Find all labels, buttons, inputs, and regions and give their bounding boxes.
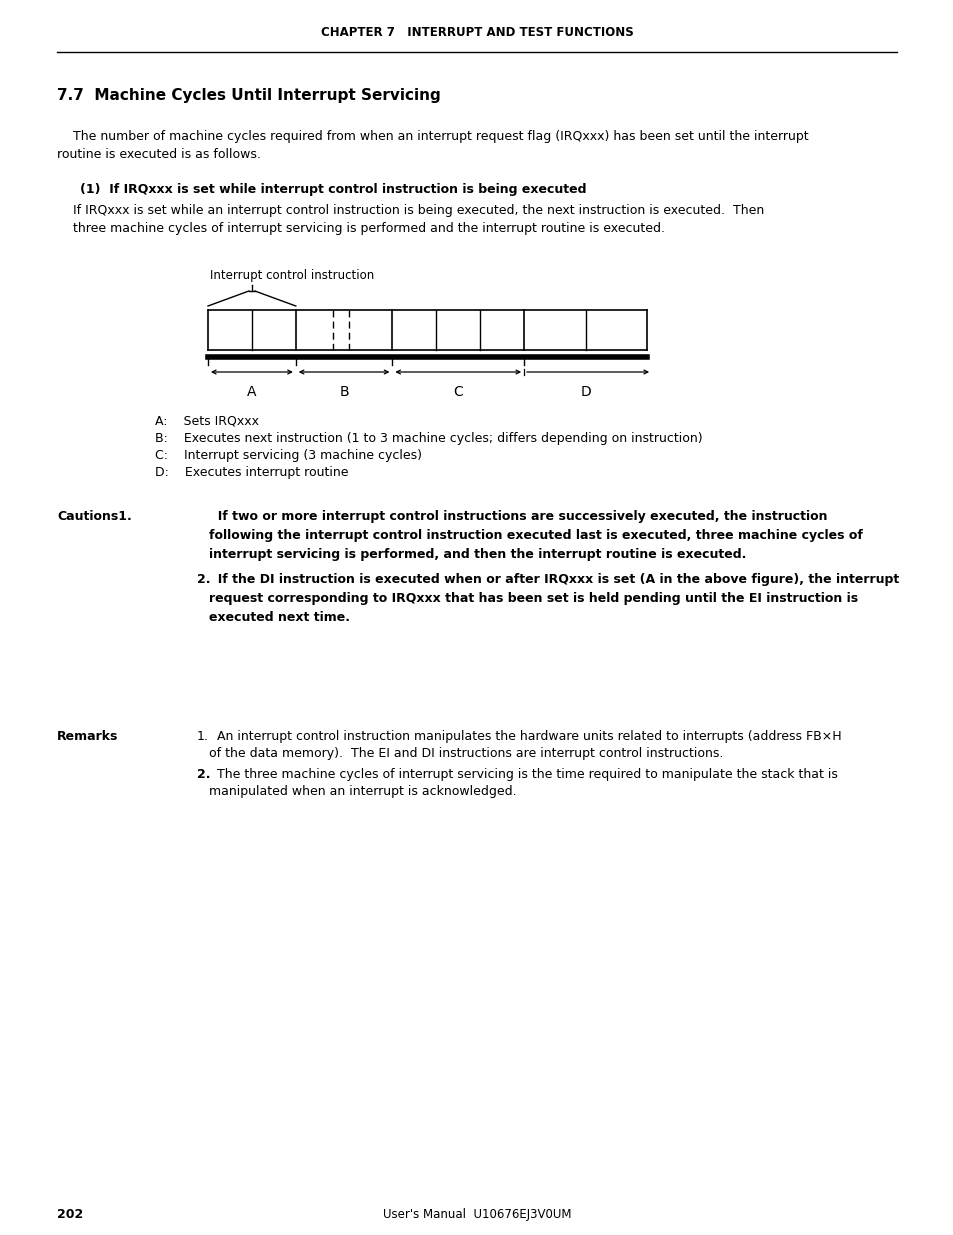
Text: Remarks: Remarks	[57, 730, 118, 743]
Text: A:    Sets IRQxxx: A: Sets IRQxxx	[154, 415, 258, 429]
Text: 7.7  Machine Cycles Until Interrupt Servicing: 7.7 Machine Cycles Until Interrupt Servi…	[57, 88, 440, 103]
Text: executed next time.: executed next time.	[209, 611, 350, 624]
Text: interrupt servicing is performed, and then the interrupt routine is executed.: interrupt servicing is performed, and th…	[209, 548, 745, 561]
Text: A: A	[247, 385, 256, 399]
Text: D:    Executes interrupt routine: D: Executes interrupt routine	[154, 466, 348, 479]
Text: User's Manual  U10676EJ3V0UM: User's Manual U10676EJ3V0UM	[382, 1208, 571, 1221]
Text: manipulated when an interrupt is acknowledged.: manipulated when an interrupt is acknowl…	[209, 785, 517, 798]
Text: request corresponding to IRQxxx that has been set is held pending until the EI i: request corresponding to IRQxxx that has…	[209, 592, 858, 605]
Text: The number of machine cycles required from when an interrupt request flag (IRQxx: The number of machine cycles required fr…	[57, 130, 808, 143]
Text: CHAPTER 7   INTERRUPT AND TEST FUNCTIONS: CHAPTER 7 INTERRUPT AND TEST FUNCTIONS	[320, 26, 633, 38]
Text: C:    Interrupt servicing (3 machine cycles): C: Interrupt servicing (3 machine cycles…	[154, 450, 421, 462]
Text: Interrupt control instruction: Interrupt control instruction	[210, 269, 374, 282]
Text: 2.: 2.	[196, 768, 211, 781]
Text: 1.: 1.	[196, 730, 209, 743]
Text: (1)  If IRQxxx is set while interrupt control instruction is being executed: (1) If IRQxxx is set while interrupt con…	[80, 183, 586, 196]
Text: If IRQxxx is set while an interrupt control instruction is being executed, the n: If IRQxxx is set while an interrupt cont…	[57, 204, 763, 217]
Text: An interrupt control instruction manipulates the hardware units related to inter: An interrupt control instruction manipul…	[209, 730, 841, 743]
Text: B: B	[339, 385, 349, 399]
Text: Cautions1.: Cautions1.	[57, 510, 132, 522]
Text: 202: 202	[57, 1208, 83, 1221]
Text: routine is executed is as follows.: routine is executed is as follows.	[57, 148, 260, 161]
Text: 2.: 2.	[196, 573, 211, 585]
Text: B:    Executes next instruction (1 to 3 machine cycles; differs depending on ins: B: Executes next instruction (1 to 3 mac…	[154, 432, 702, 445]
Text: The three machine cycles of interrupt servicing is the time required to manipula: The three machine cycles of interrupt se…	[209, 768, 837, 781]
Text: three machine cycles of interrupt servicing is performed and the interrupt routi: three machine cycles of interrupt servic…	[57, 222, 664, 235]
Text: If two or more interrupt control instructions are successively executed, the ins: If two or more interrupt control instruc…	[209, 510, 826, 522]
Text: C: C	[453, 385, 462, 399]
Text: D: D	[579, 385, 590, 399]
Text: of the data memory).  The EI and DI instructions are interrupt control instructi: of the data memory). The EI and DI instr…	[209, 747, 722, 760]
Text: following the interrupt control instruction executed last is executed, three mac: following the interrupt control instruct…	[209, 529, 862, 542]
Text: If the DI instruction is executed when or after IRQxxx is set (A in the above fi: If the DI instruction is executed when o…	[209, 573, 899, 585]
